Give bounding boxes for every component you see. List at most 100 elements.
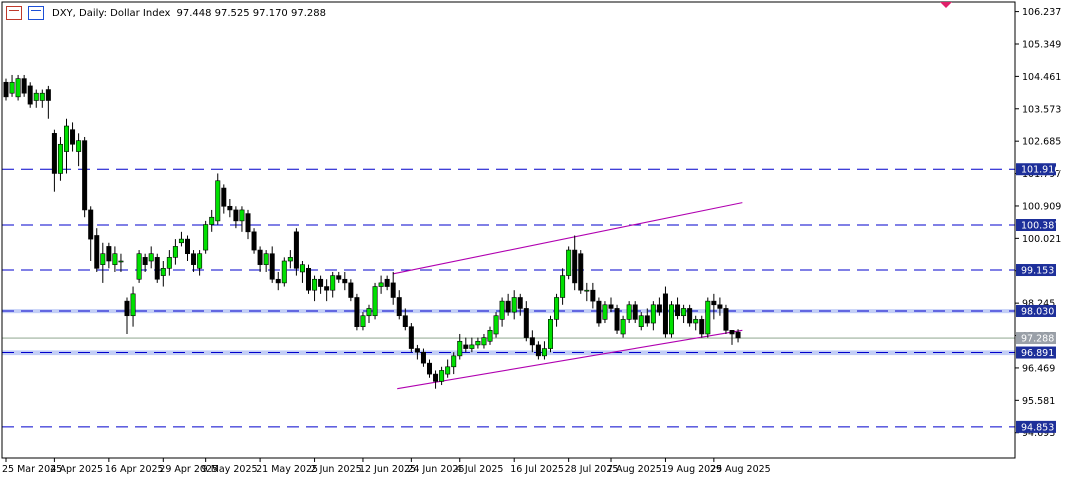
level-label-box — [1016, 219, 1056, 232]
candle-body — [142, 257, 148, 265]
candle-body — [245, 213, 251, 233]
level-label: 96.891 — [1021, 348, 1054, 359]
candle-body — [33, 92, 39, 101]
chart-settings-icon — [28, 6, 44, 20]
candle-body — [632, 304, 638, 320]
candle-body — [396, 297, 402, 317]
price-tick-label: 104.461 — [1022, 72, 1061, 83]
price-tick-label: 94.693 — [1022, 428, 1055, 439]
price-tick-label: 103.573 — [1022, 104, 1061, 115]
plot-frame — [1, 1, 1016, 459]
candle-body — [354, 297, 360, 327]
candle-body — [227, 205, 233, 211]
candle-body — [57, 143, 63, 174]
candle-body — [602, 304, 608, 320]
ohlc-values: 97.448 97.525 97.170 97.288 — [176, 7, 326, 19]
date-tick-label: 16 Jul 2025 — [510, 464, 564, 475]
candle-body — [499, 300, 505, 320]
candle-body — [233, 209, 239, 222]
price-tick-label: 100.909 — [1022, 201, 1061, 212]
candle-body — [342, 278, 348, 284]
price-tick-label: 96.469 — [1022, 363, 1055, 374]
candle-body — [215, 180, 221, 222]
candle-body — [221, 187, 227, 207]
channel-line[interactable] — [397, 329, 743, 390]
candle-body — [414, 348, 420, 353]
candle-body — [523, 308, 529, 338]
date-tick-label: 29 Apr 2025 — [159, 464, 218, 475]
price-tick-label: 100.021 — [1022, 234, 1061, 245]
candle-body — [154, 257, 160, 280]
candle-body — [384, 278, 390, 287]
candle-body — [348, 282, 354, 298]
candle-body — [650, 304, 656, 324]
candle-body — [293, 231, 299, 269]
price-tick-label: 105.349 — [1022, 39, 1061, 50]
candle-body — [287, 257, 293, 262]
candle-body — [269, 253, 275, 280]
candle-body — [318, 278, 324, 287]
candle-body — [172, 246, 178, 258]
candle-body — [590, 289, 596, 302]
candle-body — [644, 315, 650, 324]
date-tick-label: 21 May 2025 — [256, 464, 318, 475]
level-label-box — [1016, 304, 1056, 317]
date-tick-label: 2 Jun 2025 — [311, 464, 362, 475]
chart-header: DXY, Daily: Dollar Index 97.448 97.525 9… — [0, 0, 326, 26]
candle-body — [191, 253, 197, 265]
candle-body — [45, 89, 51, 101]
price-tick-label: 98.245 — [1022, 299, 1055, 310]
candle-body — [735, 331, 741, 339]
candle-body — [433, 373, 439, 382]
zone-band — [2, 350, 1015, 356]
candle-body — [118, 260, 124, 263]
candle-body — [203, 224, 209, 251]
date-tick-label: 4 Apr 2025 — [50, 464, 103, 475]
candle-body — [439, 370, 445, 382]
date-tick-label: 29 Aug 2025 — [710, 464, 771, 475]
candle-body — [64, 125, 70, 152]
alert-marker-icon — [940, 2, 952, 8]
candle-body — [281, 260, 287, 284]
candle-body — [451, 355, 457, 368]
price-tick-label: 102.685 — [1022, 137, 1061, 148]
candle-body — [94, 235, 100, 269]
date-tick-label: 4 Jul 2025 — [456, 464, 504, 475]
level-label: 94.853 — [1021, 422, 1054, 433]
price-tick-label: 95.581 — [1022, 396, 1055, 407]
candle-body — [312, 278, 318, 291]
channel-line[interactable] — [393, 202, 743, 275]
candle-body — [560, 275, 566, 298]
candle-body — [88, 209, 94, 240]
candle-body — [82, 140, 88, 211]
current-price-box — [1016, 332, 1056, 345]
candle-body — [608, 304, 614, 309]
candle-body — [15, 78, 21, 98]
candle-body — [614, 308, 620, 331]
candle-body — [239, 209, 245, 222]
level-label-box — [1016, 346, 1056, 359]
date-tick-label: 16 Apr 2025 — [105, 464, 164, 475]
candle-body — [372, 286, 378, 317]
candle-body — [148, 253, 154, 262]
candle-body — [687, 308, 693, 324]
candle-body — [378, 282, 384, 287]
candle-body — [481, 337, 487, 346]
level-label-box — [1016, 163, 1056, 176]
chart-window-icon — [6, 6, 22, 20]
candle-body — [209, 216, 215, 225]
date-tick-label: 28 Jul 2025 — [565, 464, 619, 475]
candle-body — [100, 253, 106, 265]
candle-body — [426, 362, 432, 375]
candle-body — [178, 238, 184, 244]
price-tick-label: 106.237 — [1022, 7, 1061, 18]
candle-body — [275, 278, 281, 284]
candle-body — [408, 326, 414, 349]
candle-body — [166, 257, 172, 269]
level-label: 100.387 — [1021, 221, 1060, 232]
level-label: 99.153 — [1021, 266, 1054, 277]
candle-body — [505, 300, 511, 313]
